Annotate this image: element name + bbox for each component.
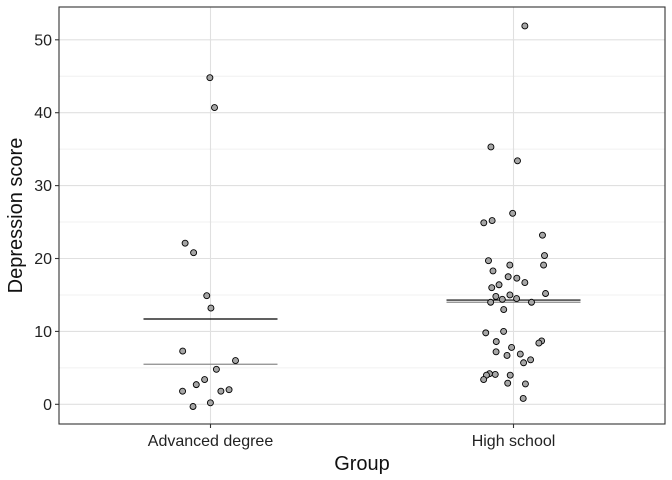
data-point: [203, 292, 211, 300]
data-point: [504, 379, 512, 387]
y-tick-label: 10: [34, 324, 52, 341]
data-point: [506, 291, 514, 299]
data-point: [504, 273, 512, 281]
data-point: [521, 279, 529, 287]
data-point: [498, 295, 506, 303]
data-point: [179, 387, 187, 395]
data-point: [487, 143, 495, 151]
data-point: [527, 356, 535, 364]
y-tick-label: 50: [34, 32, 52, 49]
data-point: [225, 386, 233, 394]
data-point: [192, 381, 200, 389]
y-tick-label: 0: [43, 397, 52, 414]
data-point: [513, 274, 521, 282]
x-axis-title: Group: [334, 453, 390, 475]
data-point: [488, 284, 496, 292]
data-point: [211, 104, 218, 112]
data-point: [514, 157, 521, 165]
data-point: [217, 387, 225, 395]
data-point: [181, 239, 189, 247]
y-axis-title: Depression score: [5, 138, 27, 294]
data-point: [542, 290, 550, 297]
data-point: [488, 217, 496, 225]
data-point: [539, 231, 546, 239]
data-point: [485, 257, 492, 265]
x-tick-label: Advanced degree: [148, 433, 274, 450]
data-point: [500, 327, 508, 335]
data-point: [489, 267, 497, 275]
data-point: [506, 371, 514, 379]
data-point: [503, 352, 511, 359]
data-point: [513, 295, 521, 303]
y-axis: 0 10 20 30 40 50: [34, 32, 59, 414]
data-point: [201, 376, 209, 383]
data-point: [519, 395, 527, 402]
data-point: [535, 339, 543, 347]
data-point: [480, 219, 488, 227]
data-point: [540, 261, 548, 269]
data-point: [491, 370, 499, 378]
data-point: [492, 292, 500, 300]
data-point: [500, 306, 508, 313]
panel-border: [58, 6, 666, 425]
grid-lines: [59, 7, 665, 424]
y-tick-label: 20: [34, 251, 52, 268]
data-point: [232, 357, 239, 365]
data-point: [521, 22, 529, 30]
data-point: [541, 252, 548, 260]
y-tick-label: 30: [34, 178, 52, 195]
data-point: [207, 304, 215, 312]
y-tick-label: 40: [34, 105, 52, 122]
data-point: [509, 209, 517, 217]
data-point: [521, 380, 529, 388]
x-tick-label: High school: [472, 433, 556, 450]
data-point: [212, 365, 220, 373]
data-point: [480, 376, 488, 383]
data-point: [482, 329, 490, 337]
data-point: [206, 399, 214, 407]
data-point: [190, 249, 198, 257]
data-point: [516, 350, 524, 358]
data-point: [528, 298, 535, 306]
data-point: [206, 74, 214, 82]
data-point: [520, 359, 528, 367]
data-point: [492, 338, 500, 346]
data-point: [487, 298, 495, 306]
data-point: [189, 403, 197, 410]
data-point: [506, 261, 514, 269]
data-point: [492, 348, 500, 356]
x-axis: Advanced degree High school: [148, 424, 556, 450]
data-point: [495, 281, 503, 289]
data-points: [179, 22, 550, 410]
data-point: [508, 344, 516, 351]
data-point: [179, 347, 187, 355]
